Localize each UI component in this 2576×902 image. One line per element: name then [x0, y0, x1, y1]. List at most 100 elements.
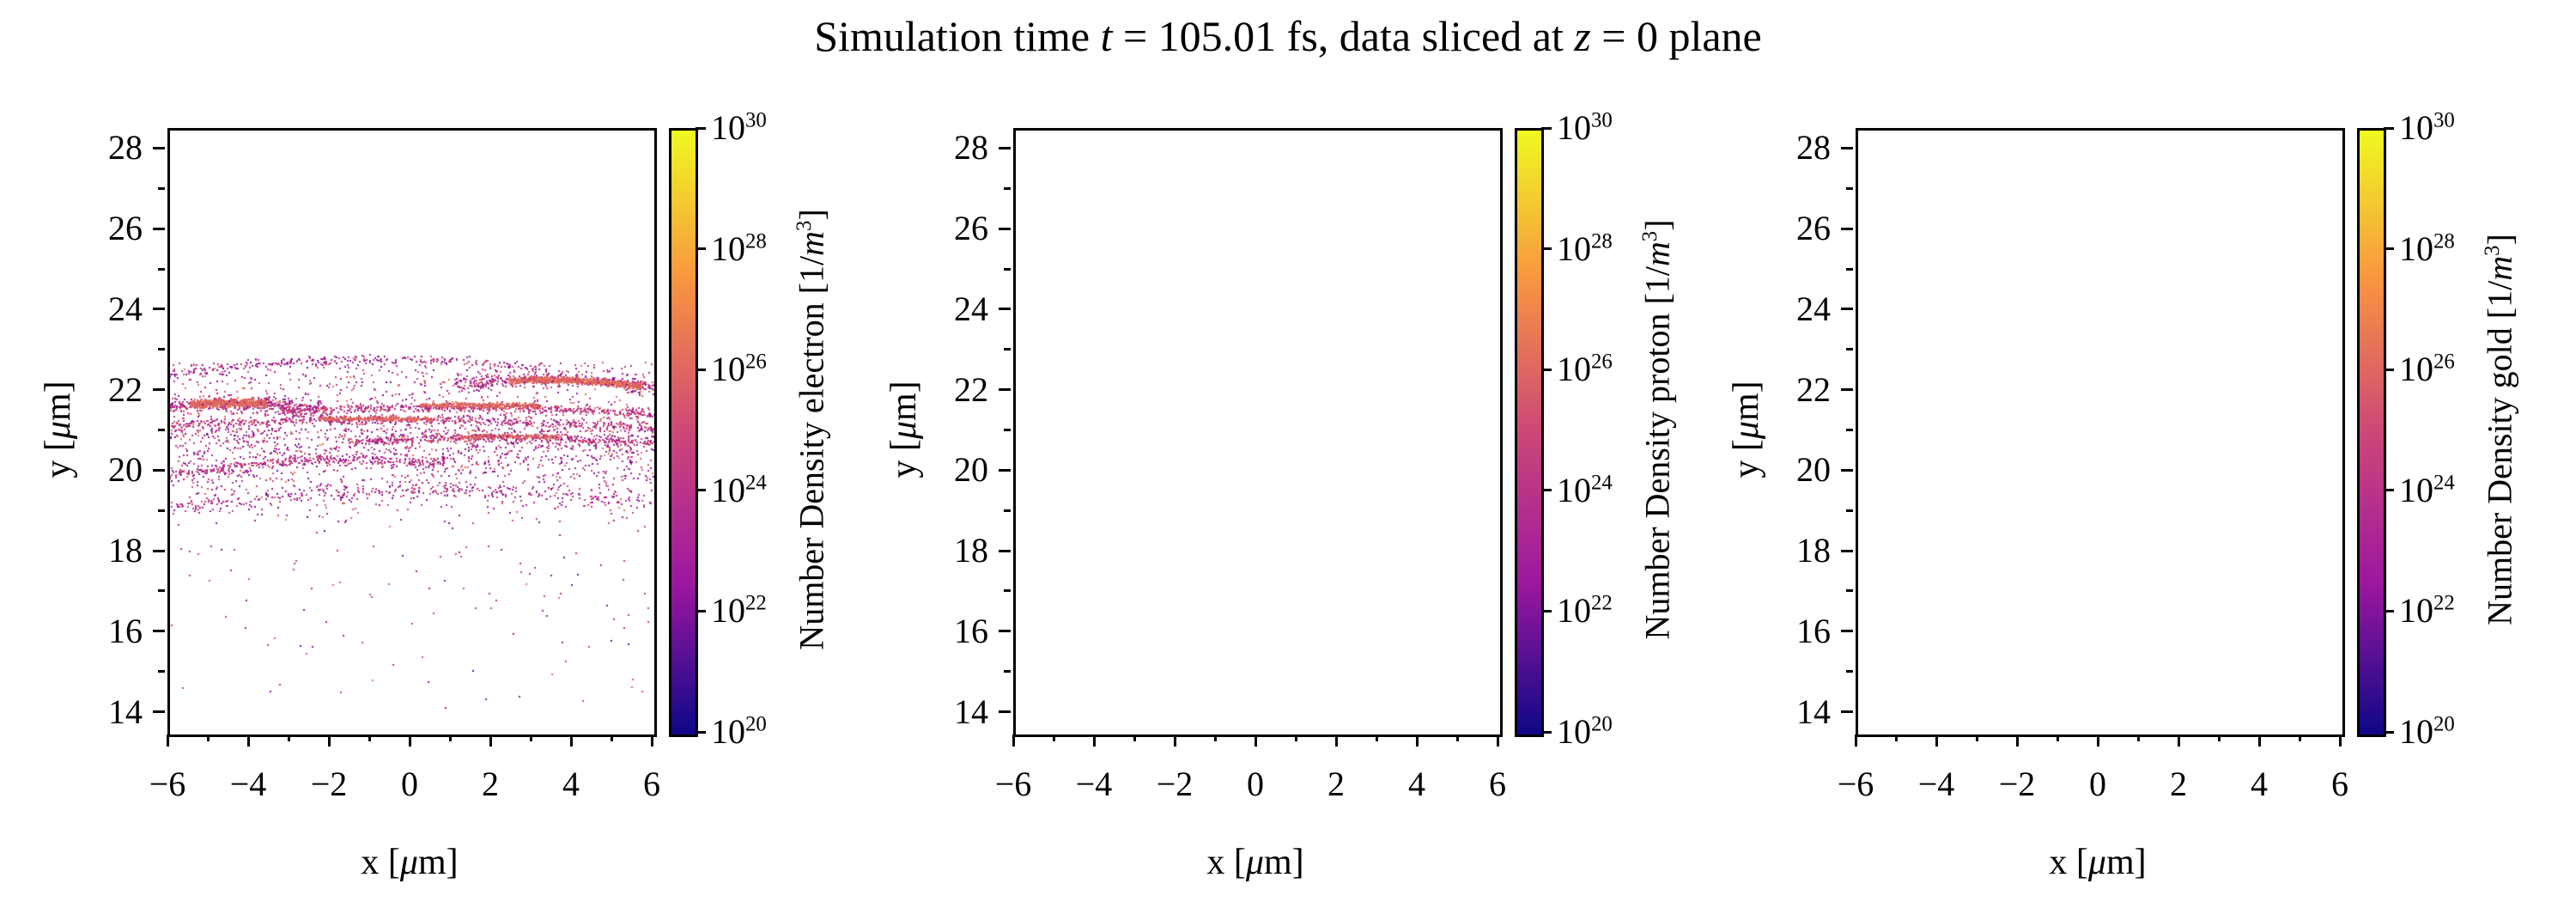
y-minor-tick-mark — [1846, 670, 1853, 673]
x-tick-mark — [1935, 734, 1938, 747]
colorbar-tick-mark — [2384, 489, 2394, 492]
y-tick-label: 24 — [108, 289, 143, 328]
x-tick-mark — [2015, 734, 2019, 747]
colorbar-tick-mark — [1541, 609, 1552, 613]
y-tick-label: 28 — [1796, 128, 1831, 168]
x-tick-mark — [1415, 734, 1419, 747]
y-tick-label: 18 — [1796, 531, 1831, 570]
y-minor-tick-mark — [1846, 186, 1853, 190]
y-tick-mark — [153, 227, 165, 230]
y-tick-label: 20 — [954, 450, 988, 490]
colorbar-tick-mark — [1541, 126, 1552, 130]
y-tick-mark — [1841, 227, 1853, 230]
y-tick-label: 28 — [954, 128, 988, 168]
y-minor-tick-mark — [158, 670, 165, 673]
y-tick-label: 28 — [108, 128, 143, 168]
y-minor-tick-mark — [158, 509, 165, 512]
colorbar-tick-label: 1020 — [2399, 712, 2455, 751]
x-tick-label: −4 — [1075, 765, 1113, 803]
x-minor-tick-mark — [1052, 734, 1055, 741]
x-minor-tick-mark — [2217, 734, 2221, 741]
mu-symbol: μ — [2087, 843, 2106, 882]
colorbar-tick-label: 1022 — [711, 591, 767, 631]
x-tick-mark — [408, 734, 411, 747]
y-tick-label: 14 — [1796, 692, 1831, 731]
title-text: Simulation time — [814, 12, 1101, 60]
colorbar-tick-label: 1020 — [1557, 712, 1613, 751]
y-tick-label: 18 — [108, 531, 143, 570]
y-tick-label: 24 — [954, 289, 988, 328]
scatter-canvas-gold — [1858, 131, 2342, 734]
y-minor-tick-mark — [1004, 589, 1011, 593]
x-tick-mark — [569, 734, 573, 747]
y-tick-label: 24 — [1796, 289, 1831, 328]
y-tick-mark — [999, 146, 1011, 149]
mu-symbol: μ — [399, 843, 418, 882]
y-tick-label: 22 — [1796, 369, 1831, 409]
x-tick-label: 4 — [2251, 765, 2268, 803]
y-minor-tick-mark — [1004, 509, 1011, 512]
y-minor-tick-mark — [1846, 509, 1853, 512]
x-tick-mark — [246, 734, 250, 747]
x-tick-mark — [1854, 734, 1857, 747]
x-tick-label: −2 — [1998, 765, 2036, 803]
x-tick-label: −2 — [310, 765, 348, 803]
x-axis-label-unit: m] — [2105, 843, 2147, 882]
x-minor-tick-mark — [1294, 734, 1297, 741]
colorbar-tick-label: 1030 — [2399, 108, 2455, 147]
colorbar-label-m: m — [2480, 255, 2519, 281]
x-tick-label: 0 — [2089, 765, 2106, 803]
y-tick-mark — [1841, 630, 1853, 633]
colorbar-tick-label: 1026 — [1557, 350, 1613, 389]
y-tick-mark — [153, 710, 165, 714]
colorbar-tick-mark — [696, 609, 706, 613]
colorbar-tick-mark — [1541, 247, 1552, 251]
colorbar-tick-mark — [2384, 247, 2394, 251]
x-tick-label: 6 — [643, 765, 660, 803]
x-tick-label: −4 — [229, 765, 267, 803]
colorbar-tick-mark — [2384, 730, 2394, 734]
mu-symbol: μ — [1727, 421, 1766, 440]
x-tick-label: 2 — [1327, 765, 1345, 803]
x-minor-tick-mark — [2136, 734, 2140, 741]
y-minor-tick-mark — [1004, 186, 1011, 190]
y-tick-mark — [1841, 549, 1853, 552]
y-minor-tick-mark — [158, 186, 165, 190]
x-minor-tick-mark — [448, 734, 452, 741]
y-minor-tick-mark — [158, 348, 165, 351]
title-var-t: t — [1100, 12, 1113, 60]
colorbar-tick-mark — [1541, 489, 1552, 492]
x-tick-label: 0 — [401, 765, 418, 803]
x-minor-tick-mark — [1375, 734, 1378, 741]
x-axis-label-text: x [ — [2049, 843, 2088, 882]
plot-area-proton — [1013, 128, 1503, 737]
colorbar-proton — [1515, 128, 1544, 737]
colorbar-tick-mark — [1541, 730, 1552, 734]
scatter-canvas-electron — [170, 131, 654, 734]
y-tick-mark — [999, 227, 1011, 230]
y-tick-label: 14 — [108, 692, 143, 731]
y-minor-tick-mark — [158, 589, 165, 593]
y-minor-tick-mark — [1846, 429, 1853, 431]
y-tick-mark — [1841, 308, 1853, 311]
x-axis-label: x [μm] — [1853, 840, 2342, 885]
x-tick-label: −2 — [1156, 765, 1194, 803]
colorbar-tick-label: 1028 — [2399, 229, 2455, 268]
colorbar-tick-label: 1028 — [1557, 229, 1613, 268]
colorbar-tick-label: 1026 — [2399, 350, 2455, 389]
x-minor-tick-mark — [610, 734, 613, 741]
x-tick-mark — [1092, 734, 1096, 747]
colorbar-tick-mark — [696, 368, 706, 371]
y-tick-mark — [1841, 388, 1853, 392]
x-tick-label: −6 — [1837, 765, 1874, 803]
colorbar-label-close: ] — [2480, 234, 2519, 246]
colorbar-label-text: Number Density gold [1/ — [2480, 280, 2519, 625]
y-tick-label: 22 — [954, 369, 988, 409]
y-minor-tick-mark — [1846, 589, 1853, 593]
x-axis-label: x [μm] — [165, 840, 654, 885]
x-tick-mark — [489, 734, 492, 747]
colorbar-tick-mark — [2384, 126, 2394, 130]
x-minor-tick-mark — [1455, 734, 1459, 741]
